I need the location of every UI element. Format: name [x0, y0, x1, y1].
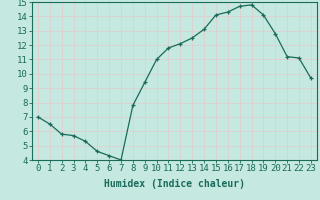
X-axis label: Humidex (Indice chaleur): Humidex (Indice chaleur)	[104, 179, 245, 189]
